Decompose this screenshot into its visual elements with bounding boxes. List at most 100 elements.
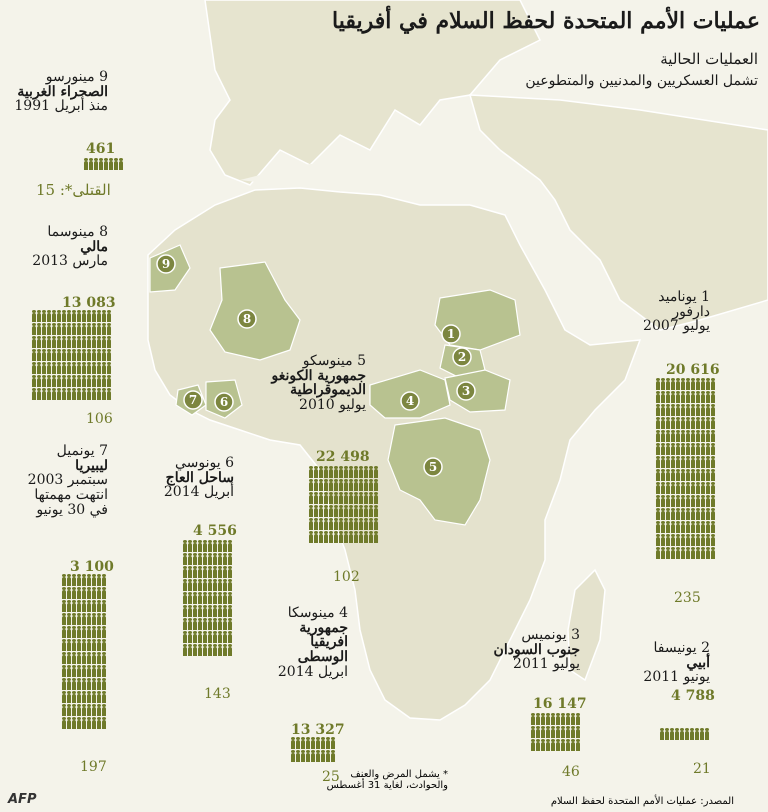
person-icon [82, 587, 86, 599]
person-icon [706, 456, 710, 468]
mission-5-label: 5 مينوسكو جمهورية الكونغو الديموقراطية ي… [271, 353, 366, 414]
person-icon [72, 336, 76, 348]
person-icon [686, 508, 690, 520]
person-icon [656, 547, 660, 559]
person-icon [681, 547, 685, 559]
person-icon [52, 388, 56, 400]
person-icon [107, 310, 111, 322]
person-icon [364, 492, 368, 504]
person-icon [324, 518, 328, 530]
person-icon [67, 626, 71, 638]
person-icon [228, 592, 232, 604]
person-icon [691, 508, 695, 520]
mission-6-label: 6 يونوسي ساحل العاج أبريل 2014 [163, 455, 234, 501]
person-icon [690, 728, 694, 740]
person-icon [369, 466, 373, 478]
person-icon [67, 717, 71, 729]
person-icon [686, 534, 690, 546]
person-icon [193, 592, 197, 604]
person-icon [536, 713, 540, 725]
svg-text:1: 1 [447, 327, 455, 341]
person-icon [711, 534, 715, 546]
person-icon [62, 717, 66, 729]
person-icon [671, 456, 675, 468]
person-icon [37, 310, 41, 322]
person-icon [72, 310, 76, 322]
person-icon [208, 631, 212, 643]
person-icon [223, 631, 227, 643]
person-icon [339, 505, 343, 517]
person-icon [701, 534, 705, 546]
person-icon [369, 518, 373, 530]
person-icon [47, 323, 51, 335]
person-icon [354, 466, 358, 478]
person-icon [92, 574, 96, 586]
person-icon [556, 726, 560, 738]
person-icon [47, 388, 51, 400]
person-icon [711, 391, 715, 403]
mission-area-mali [209, 261, 301, 361]
person-icon [314, 518, 318, 530]
person-icon [92, 323, 96, 335]
person-icon [701, 456, 705, 468]
person-icon [656, 417, 660, 429]
person-icon [344, 505, 348, 517]
person-icon [316, 750, 320, 762]
person-icon [701, 521, 705, 533]
person-icon [183, 553, 187, 565]
mission-area-south-sudan [444, 369, 511, 413]
person-icon [329, 518, 333, 530]
person-icon [696, 404, 700, 416]
person-icon [711, 469, 715, 481]
person-icon [87, 600, 91, 612]
person-icon [67, 704, 71, 716]
person-icon [213, 566, 217, 578]
person-icon [57, 336, 61, 348]
person-icon [218, 566, 222, 578]
person-icon [87, 336, 91, 348]
person-icon [665, 728, 669, 740]
subtitle-detail: تشمل العسكريين والمدنيين والمتطوعين [525, 73, 758, 89]
mission-6-personnel: 4 556 [193, 523, 237, 539]
person-icon [324, 466, 328, 478]
person-icon [691, 495, 695, 507]
person-icon [77, 600, 81, 612]
person-icon [32, 362, 36, 374]
person-icon [87, 613, 91, 625]
person-icon [681, 378, 685, 390]
person-icon [676, 378, 680, 390]
person-icon [369, 479, 373, 491]
person-icon [72, 652, 76, 664]
person-icon [696, 547, 700, 559]
person-icon [686, 469, 690, 481]
person-icon [671, 469, 675, 481]
mission-4-personnel: 13 327 [291, 722, 345, 738]
person-icon [92, 691, 96, 703]
person-icon [203, 553, 207, 565]
person-icon [686, 443, 690, 455]
person-icon [349, 479, 353, 491]
person-icon [87, 362, 91, 374]
person-icon [374, 505, 378, 517]
person-icon [77, 704, 81, 716]
person-icon [102, 691, 106, 703]
person-icon [686, 417, 690, 429]
person-icon [97, 613, 101, 625]
person-icon [188, 592, 192, 604]
person-icon [309, 518, 313, 530]
person-icon [701, 378, 705, 390]
person-icon [193, 540, 197, 552]
person-icon [87, 323, 91, 335]
person-icon [213, 618, 217, 630]
person-icon [656, 443, 660, 455]
person-icon [551, 726, 555, 738]
person-icon [666, 521, 670, 533]
person-icon [213, 644, 217, 656]
person-icon [188, 540, 192, 552]
person-icon [72, 574, 76, 586]
person-icon [62, 349, 66, 361]
person-icon [691, 443, 695, 455]
mission-1-deaths: 235 [674, 590, 701, 606]
marker-1: 1 [441, 324, 461, 344]
mission-9-deaths: القتلى*: 15 [36, 181, 111, 199]
